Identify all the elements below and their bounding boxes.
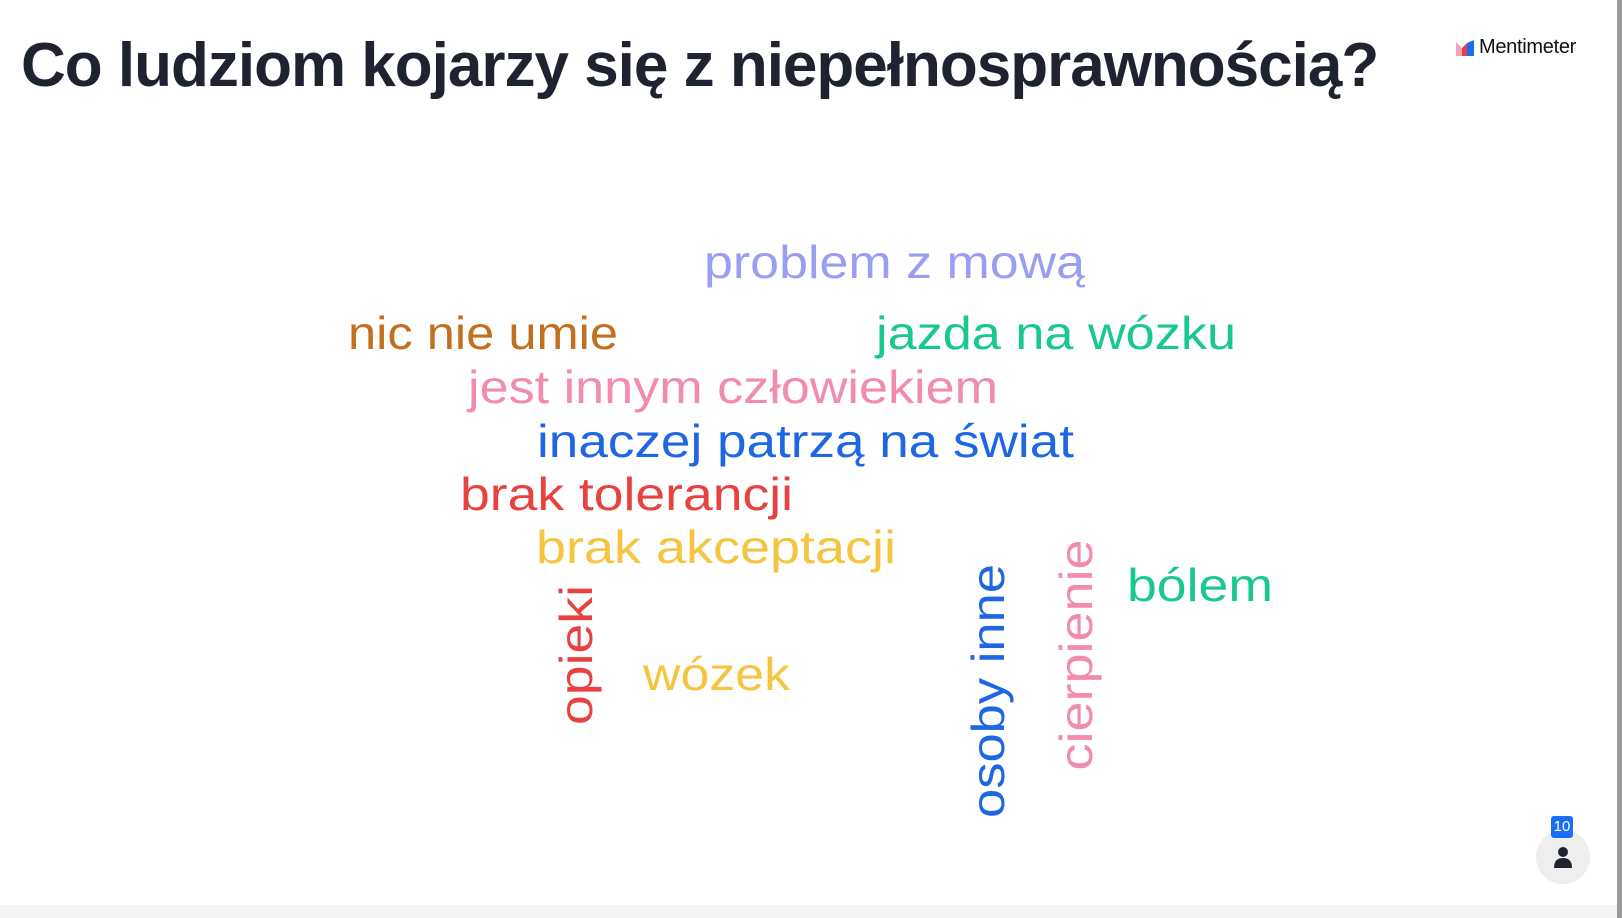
participant-count-badge: 10 [1551, 816, 1573, 838]
mentimeter-logo-icon [1456, 39, 1474, 56]
word-brak-akceptacji: brak akceptacji [536, 521, 896, 573]
brand-name: Mentimeter [1479, 36, 1577, 58]
person-icon [1554, 847, 1572, 868]
window-edge [1617, 0, 1622, 918]
word-opieki: opieki [550, 585, 602, 725]
word-wozek: wózek [642, 648, 791, 700]
slide-title: Co ludziom kojarzy się z niepełnosprawno… [21, 31, 1379, 100]
word-brak-tolerancji: brak tolerancji [460, 468, 793, 520]
word-jazda-na-wozku: jazda na wózku [874, 307, 1236, 359]
mentimeter-logo: Mentimeter [1456, 36, 1576, 59]
word-jest-innym-czlowiekiem: jest innym człowiekiem [466, 361, 998, 413]
participants-button[interactable] [1536, 830, 1590, 884]
word-problem-z-mowa: problem z mową [704, 236, 1085, 288]
word-bolem: bólem [1127, 559, 1273, 611]
word-nic-nie-umie: nic nie umie [348, 307, 618, 359]
word-inaczej-patrza-na-swiat: inaczej patrzą na świat [537, 415, 1074, 467]
word-osoby-inne: osoby inne [962, 564, 1014, 818]
bottom-bar [0, 905, 1617, 918]
word-cierpienie: cierpienie [1050, 540, 1102, 771]
